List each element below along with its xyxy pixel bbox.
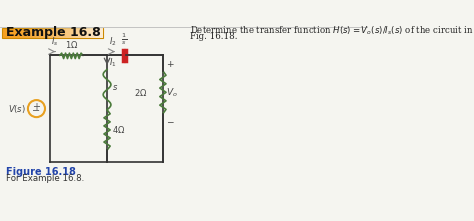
Text: Example 16.8: Example 16.8 xyxy=(6,27,101,40)
Text: $s$: $s$ xyxy=(112,83,118,92)
Text: $V(s)$: $V(s)$ xyxy=(9,103,27,115)
Bar xyxy=(9,28,12,38)
Bar xyxy=(22,28,26,38)
Bar xyxy=(90,28,93,38)
Text: Figure 16.18: Figure 16.18 xyxy=(6,167,76,177)
Bar xyxy=(70,28,73,38)
Text: −: − xyxy=(32,106,40,116)
Text: $I_2$: $I_2$ xyxy=(109,36,117,48)
Bar xyxy=(33,28,36,38)
Bar xyxy=(59,28,63,38)
Bar xyxy=(100,28,103,38)
Text: Determine the transfer function $H(s) = V_o(s)/I_s(s)$ of the circuit in: Determine the transfer function $H(s) = … xyxy=(190,24,474,37)
Bar xyxy=(16,28,19,38)
Bar xyxy=(2,28,103,38)
Text: $2\Omega$: $2\Omega$ xyxy=(134,87,147,98)
Bar xyxy=(53,28,56,38)
Text: Fig. 16.18.: Fig. 16.18. xyxy=(190,32,237,41)
Bar xyxy=(86,28,90,38)
Bar xyxy=(76,28,80,38)
Bar xyxy=(73,28,76,38)
Bar xyxy=(96,28,100,38)
Text: $I_1$: $I_1$ xyxy=(109,56,117,69)
Text: For Example 16.8.: For Example 16.8. xyxy=(6,174,84,183)
Bar xyxy=(43,28,46,38)
Text: $V_o$: $V_o$ xyxy=(166,86,178,99)
Bar xyxy=(56,28,59,38)
Text: $-$: $-$ xyxy=(166,116,174,125)
Bar xyxy=(2,28,6,38)
Bar xyxy=(19,28,22,38)
Bar xyxy=(66,28,70,38)
Bar xyxy=(46,28,49,38)
Text: $4\Omega$: $4\Omega$ xyxy=(112,124,125,135)
Bar xyxy=(39,28,43,38)
Bar xyxy=(49,28,53,38)
Bar xyxy=(26,28,29,38)
Bar xyxy=(80,28,83,38)
Bar xyxy=(36,28,39,38)
Bar xyxy=(63,28,66,38)
Text: $\frac{1}{s}$: $\frac{1}{s}$ xyxy=(121,32,127,47)
Bar xyxy=(12,28,16,38)
Bar xyxy=(93,28,96,38)
Bar xyxy=(83,28,86,38)
Text: $1\Omega$: $1\Omega$ xyxy=(64,39,78,50)
Bar xyxy=(6,28,9,38)
Text: $I_s$: $I_s$ xyxy=(51,36,59,48)
Text: +: + xyxy=(32,102,40,112)
Text: +: + xyxy=(166,60,173,69)
Bar xyxy=(29,28,33,38)
